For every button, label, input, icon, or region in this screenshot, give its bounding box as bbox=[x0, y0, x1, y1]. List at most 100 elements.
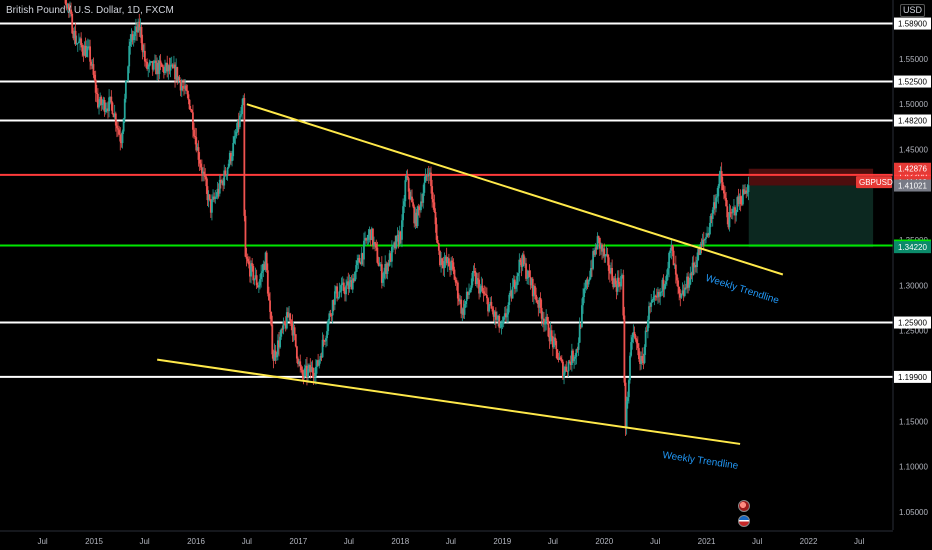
currency-label[interactable]: USD bbox=[900, 4, 926, 17]
events-marker-stack[interactable] bbox=[738, 500, 752, 530]
candle-body bbox=[558, 357, 561, 360]
candle-body bbox=[500, 323, 503, 328]
candle-body bbox=[385, 263, 388, 274]
candle-body bbox=[285, 312, 288, 329]
candle-body bbox=[244, 215, 247, 257]
candle-body bbox=[511, 286, 514, 299]
candle-body bbox=[358, 258, 361, 263]
candle-body bbox=[738, 196, 741, 205]
earnings-event-icon[interactable] bbox=[738, 500, 750, 512]
candle-body bbox=[473, 270, 476, 273]
candle-body bbox=[566, 370, 569, 372]
candle-body bbox=[280, 329, 283, 337]
candle-body bbox=[275, 354, 278, 358]
candle-body bbox=[613, 278, 616, 288]
candle-body bbox=[261, 271, 264, 273]
candle-body bbox=[160, 63, 163, 67]
price-axis[interactable] bbox=[893, 0, 932, 550]
candle-body bbox=[665, 274, 668, 282]
candle-body bbox=[88, 46, 90, 48]
trendline[interactable] bbox=[246, 103, 784, 276]
candle-body bbox=[85, 48, 88, 57]
y-tick-label: 1.05000 bbox=[899, 508, 928, 517]
level-price-label[interactable] bbox=[894, 17, 931, 30]
candle-body bbox=[640, 355, 643, 364]
candle-body bbox=[361, 253, 364, 260]
candle-body bbox=[475, 278, 478, 285]
candle-body bbox=[124, 81, 127, 99]
x-tick-label: 2020 bbox=[595, 537, 613, 546]
trendline[interactable] bbox=[157, 358, 741, 445]
candle-body bbox=[104, 109, 107, 112]
level-price-label[interactable] bbox=[894, 316, 931, 329]
candle-body bbox=[378, 265, 381, 267]
price-label[interactable] bbox=[894, 179, 931, 192]
candle-body bbox=[540, 307, 543, 319]
candle-body bbox=[101, 103, 104, 106]
position-target-zone[interactable] bbox=[748, 185, 874, 248]
candle-body bbox=[162, 66, 165, 73]
candle-body bbox=[603, 248, 606, 257]
candle-body bbox=[103, 99, 106, 112]
candle-body bbox=[279, 336, 282, 348]
position-stop-zone[interactable] bbox=[748, 168, 874, 186]
candle-body bbox=[411, 196, 413, 203]
level-price-label[interactable] bbox=[894, 370, 931, 383]
candle-body bbox=[642, 361, 645, 363]
candle-body bbox=[517, 273, 520, 277]
candle-body bbox=[116, 125, 118, 129]
candle-body bbox=[138, 21, 141, 31]
candle-body bbox=[539, 297, 542, 308]
level-price-label[interactable] bbox=[894, 114, 931, 127]
symbol-tag[interactable] bbox=[856, 176, 892, 189]
candle-body bbox=[328, 313, 331, 321]
candle-body bbox=[425, 175, 428, 177]
candle-body bbox=[720, 171, 723, 183]
candle-body bbox=[492, 311, 495, 317]
candle-body bbox=[308, 365, 311, 369]
candle-body bbox=[611, 267, 614, 281]
candle-body bbox=[528, 270, 531, 278]
candle-body bbox=[627, 380, 630, 398]
candle-body bbox=[707, 233, 710, 236]
candle-body bbox=[518, 259, 521, 274]
candle-body bbox=[86, 46, 89, 49]
price-label[interactable] bbox=[894, 241, 931, 254]
us-flag-event-icon[interactable] bbox=[738, 515, 750, 527]
candle-body bbox=[449, 266, 451, 271]
candle-body bbox=[728, 212, 731, 228]
candle-body bbox=[434, 212, 437, 225]
candle-body bbox=[719, 171, 722, 175]
candle-body bbox=[369, 229, 372, 241]
candle-body bbox=[630, 342, 633, 356]
candle-body bbox=[527, 270, 530, 279]
candle-body bbox=[735, 211, 738, 216]
candle-body bbox=[496, 318, 498, 320]
candle-body bbox=[553, 337, 555, 348]
candle-body bbox=[588, 277, 591, 281]
candle-body bbox=[619, 284, 621, 287]
candle-body bbox=[502, 317, 505, 323]
candle-body bbox=[409, 196, 412, 200]
candle-body bbox=[199, 163, 202, 168]
candle-body bbox=[225, 175, 228, 176]
candle-body bbox=[536, 300, 539, 303]
candle-body bbox=[541, 318, 544, 320]
symbol-title[interactable]: British Pound / U.S. Dollar, 1D, FXCM bbox=[6, 5, 174, 16]
candle-body bbox=[472, 270, 475, 273]
price-label[interactable] bbox=[894, 162, 931, 175]
candle-body bbox=[235, 131, 238, 136]
candle-body bbox=[318, 360, 321, 366]
candle-body bbox=[259, 279, 261, 286]
price-label-text: 1.34220 bbox=[898, 243, 927, 252]
candle-body bbox=[276, 340, 279, 355]
level-price-label[interactable] bbox=[894, 75, 931, 88]
candle-body bbox=[359, 262, 362, 265]
candle-body bbox=[399, 231, 402, 240]
candle-body bbox=[323, 340, 326, 342]
candle-body bbox=[722, 190, 725, 194]
candle-body bbox=[131, 34, 134, 41]
